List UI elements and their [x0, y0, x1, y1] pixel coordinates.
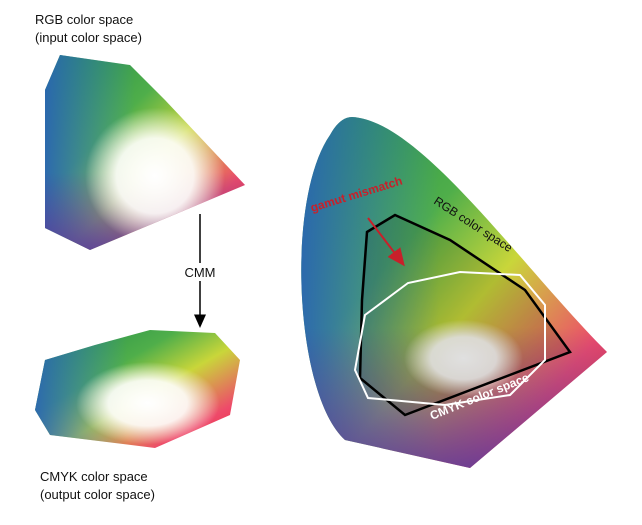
rgb-gamut-outline [358, 213, 572, 417]
input-subtitle: (input color space) [35, 30, 142, 45]
chromaticity-diagram [301, 117, 607, 468]
cmyk-gamut-outline [353, 270, 546, 407]
cmyk-gamut-3d [35, 330, 240, 448]
rgb-gamut-3d [45, 55, 245, 250]
cmm-label-bg [178, 263, 222, 281]
output-subtitle: (output color space) [40, 487, 155, 502]
cmm-label: CMM [184, 265, 215, 280]
mismatch-arrow [367, 217, 405, 267]
input-title: RGB color space [35, 12, 133, 27]
output-title: CMYK color space [40, 469, 148, 484]
